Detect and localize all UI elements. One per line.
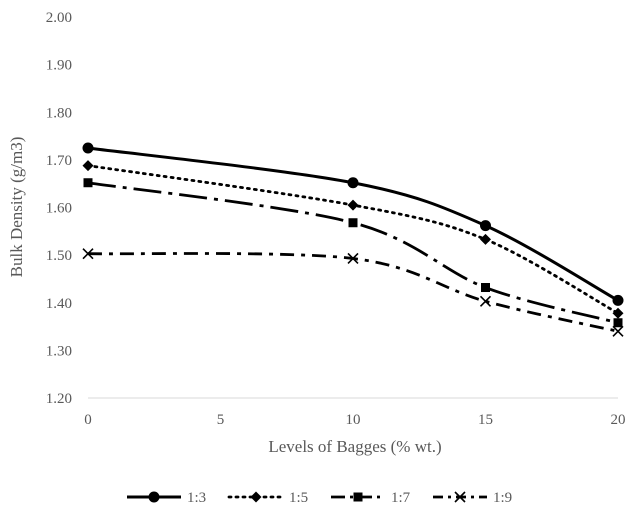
y-tick-label: 1.50	[46, 248, 72, 264]
y-tick-label: 2.00	[46, 10, 72, 26]
series-1-9	[82, 248, 624, 337]
legend-label: 1:9	[493, 490, 512, 506]
legend-label: 1:5	[289, 490, 308, 506]
data-point	[612, 294, 624, 306]
legend-item: 1:5	[227, 490, 308, 506]
series-line	[86, 164, 620, 315]
legend-marker	[250, 491, 262, 503]
data-point	[612, 307, 624, 319]
series-line	[87, 252, 619, 333]
legend-label: 1:7	[391, 490, 411, 506]
x-axis-title: Levels of Bagges (% wt.)	[268, 437, 441, 456]
y-tick-label: 1.80	[46, 105, 72, 121]
x-tick-label: 10	[346, 412, 361, 428]
y-tick-label: 1.20	[46, 391, 72, 407]
series-1-5	[82, 160, 624, 319]
data-point	[480, 220, 491, 232]
legend-marker	[353, 492, 363, 502]
y-tick-label: 1.40	[46, 296, 72, 312]
data-point	[347, 252, 359, 265]
legend-item: 1:7	[331, 490, 411, 506]
y-axis-title: Bulk Density (g/m3)	[7, 137, 26, 278]
y-axis-ticks: 1.20 1.30 1.40 1.50 1.60 1.70 1.80 1.90 2.00	[46, 10, 72, 407]
legend-label: 1:3	[187, 490, 206, 506]
series-1-3	[82, 142, 624, 306]
data-point	[347, 199, 359, 211]
legend-item: 1:3	[127, 490, 206, 506]
series-layer	[82, 142, 624, 337]
data-point	[83, 178, 93, 188]
x-tick-label: 15	[478, 412, 493, 428]
y-tick-label: 1.70	[46, 153, 72, 169]
x-tick-label: 0	[84, 412, 92, 428]
x-axis-ticks: 0 5 10 15 20	[84, 412, 625, 428]
series-1-7	[83, 178, 623, 328]
data-point	[480, 233, 491, 245]
y-tick-label: 1.60	[46, 201, 72, 217]
legend-item: 1:9	[433, 490, 512, 506]
series-line	[87, 146, 619, 302]
legend-marker	[454, 491, 466, 503]
data-point	[348, 218, 358, 228]
data-point	[479, 295, 492, 307]
x-tick-label: 5	[217, 412, 225, 428]
data-point	[481, 283, 490, 293]
data-point	[613, 318, 623, 328]
y-tick-label: 1.90	[46, 58, 72, 74]
data-point	[612, 325, 624, 337]
series-line	[87, 181, 619, 325]
legend: 1:3 1:5 1:7 1:9	[127, 490, 512, 506]
data-point	[347, 177, 359, 189]
legend-marker	[148, 491, 160, 503]
x-tick-label: 20	[611, 412, 626, 428]
data-point	[82, 248, 94, 260]
y-tick-label: 1.30	[46, 343, 72, 359]
data-point	[82, 142, 94, 154]
data-point	[82, 160, 94, 172]
